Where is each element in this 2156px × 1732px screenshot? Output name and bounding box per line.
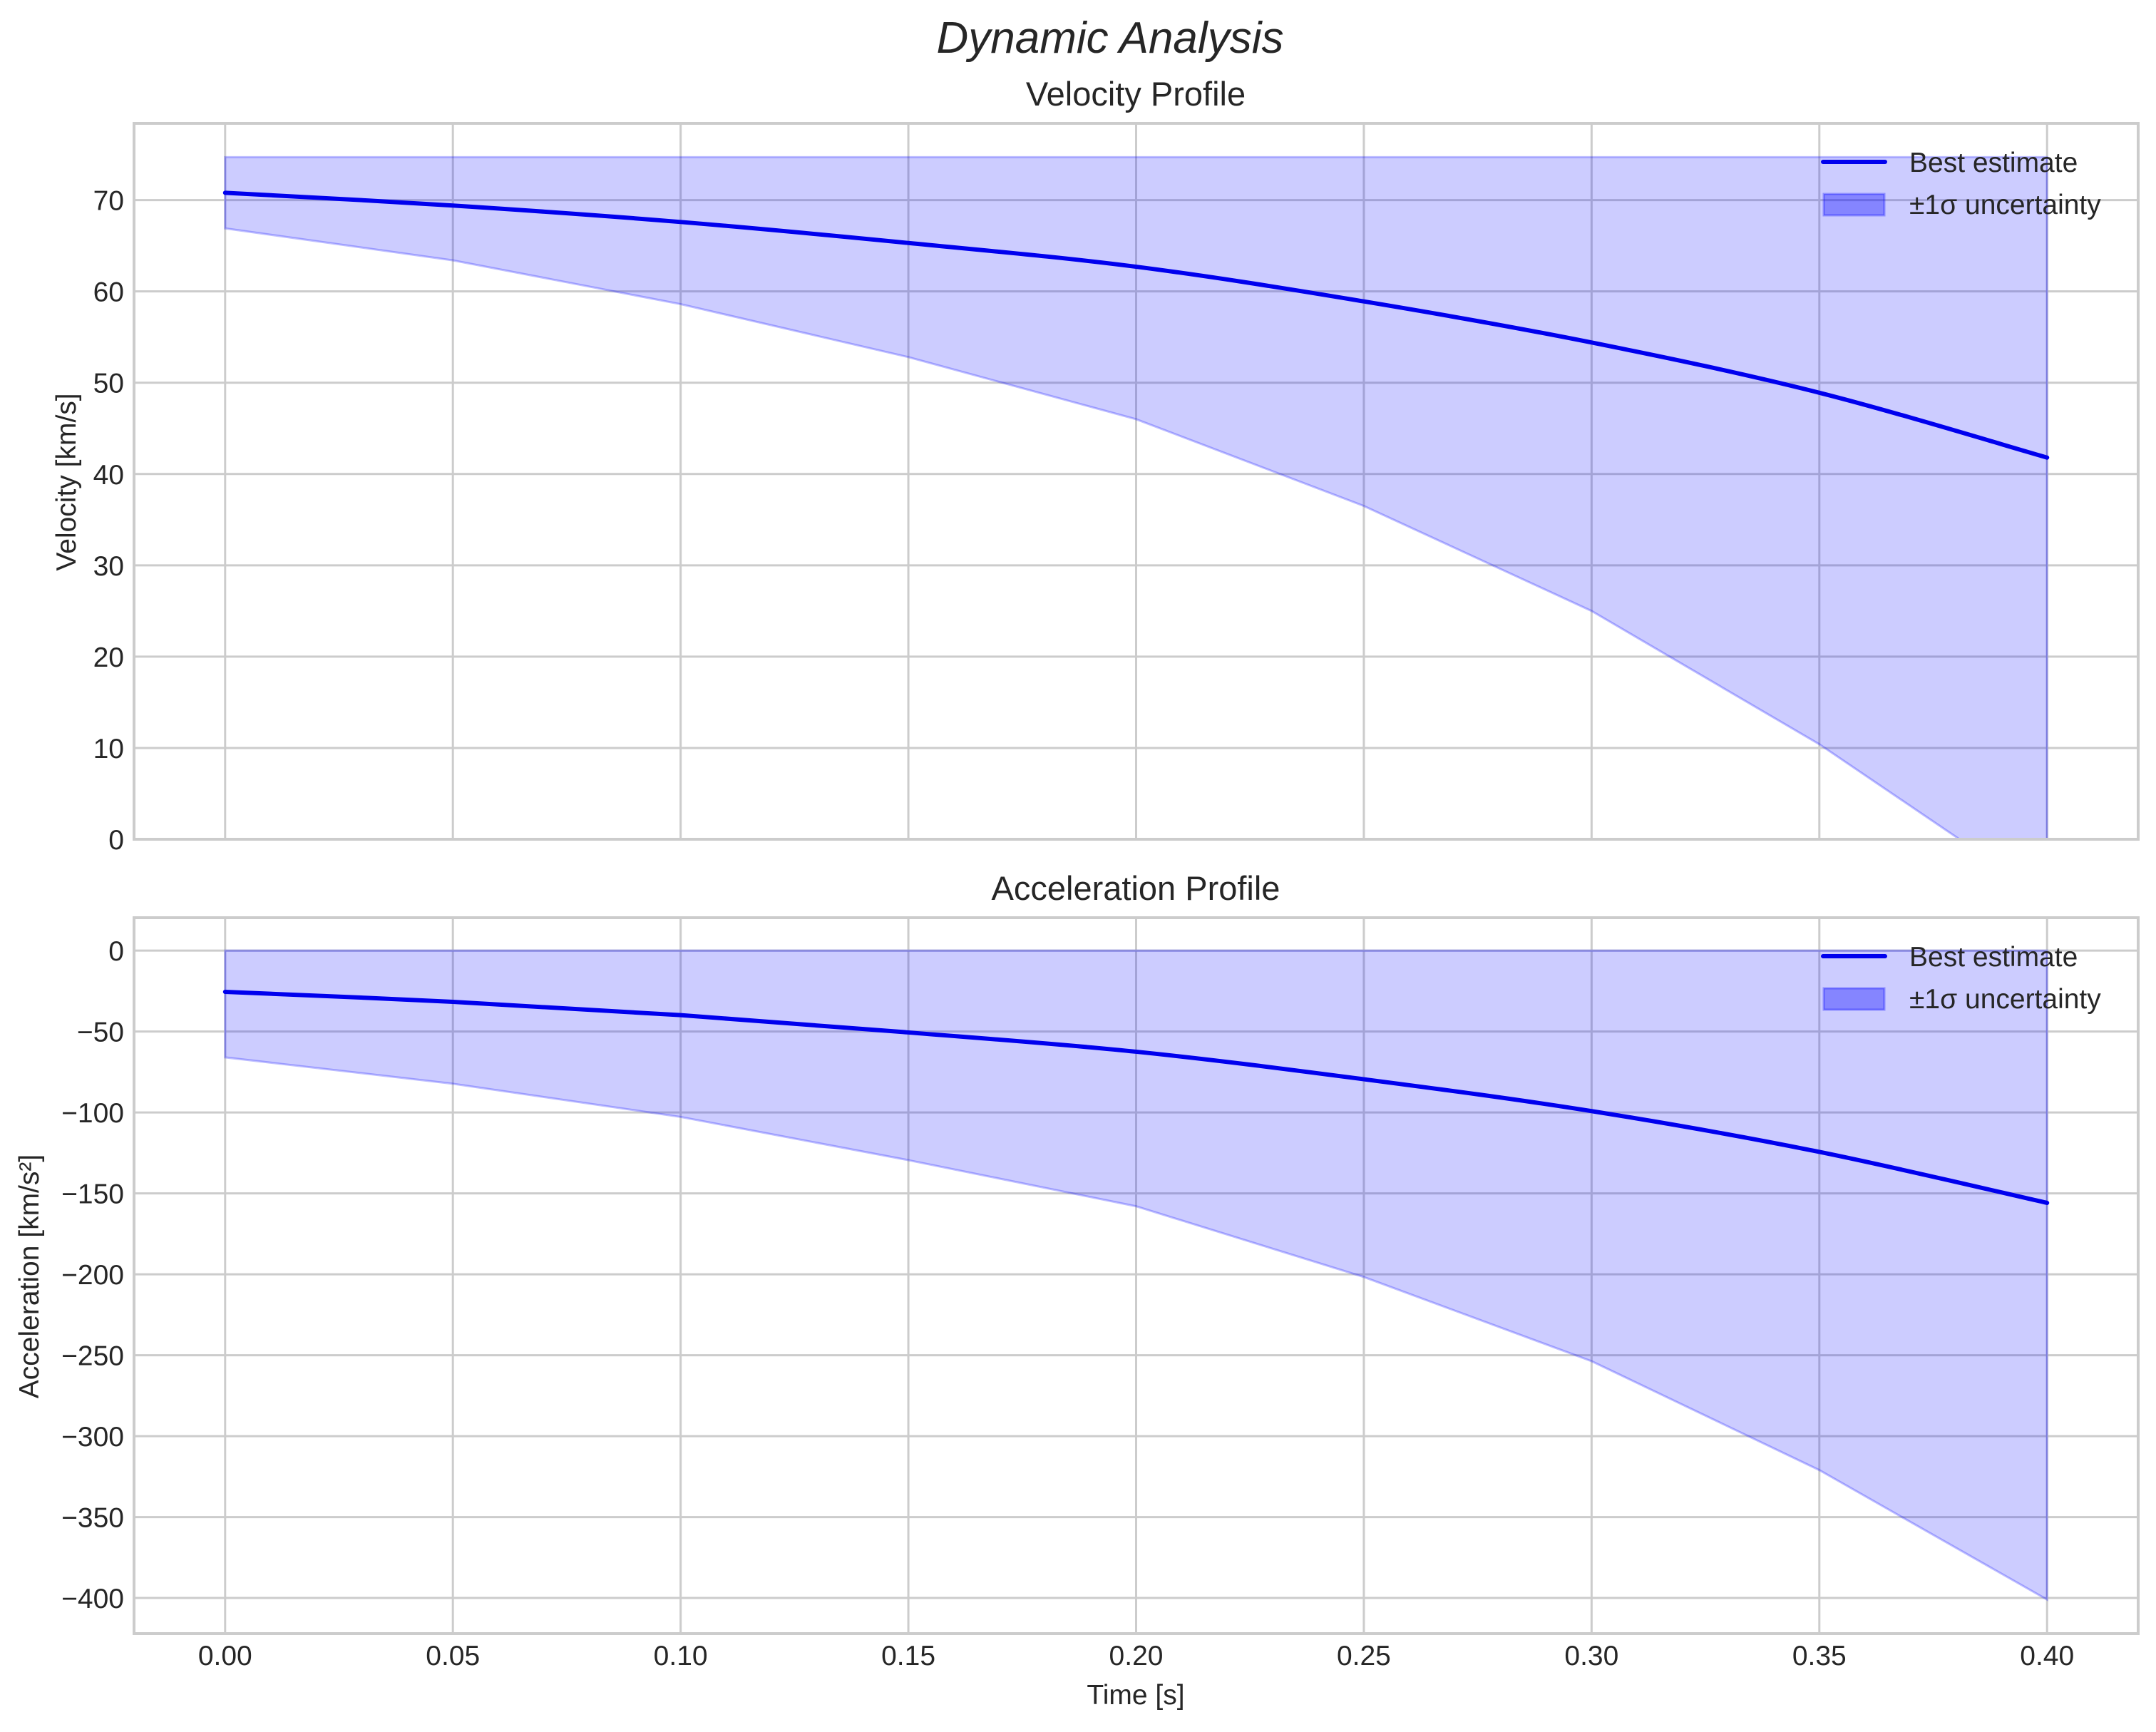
acceleration-title: Acceleration Profile (992, 869, 1280, 907)
y-tick-label: −350 (61, 1503, 124, 1534)
y-tick-label: 10 (93, 734, 124, 764)
legend-label-uncertainty: ±1σ uncertainty (1909, 984, 2101, 1015)
acceleration-x-tick-labels: 0.00 0.05 0.10 0.15 0.20 0.25 0.30 0.35 0.40 (198, 1641, 2074, 1671)
best-estimate-curve (222, 989, 2050, 1205)
velocity-title: Velocity Profile (1026, 75, 1246, 113)
velocity-axes: Velocity Profile 0 10 20 30 40 50 60 70 Velocit… (51, 75, 2140, 856)
y-tick-label: −200 (61, 1260, 124, 1291)
legend-label-best-estimate: Best estimate (1909, 942, 2078, 973)
legend-label-uncertainty: ±1σ uncertainty (1909, 190, 2101, 220)
velocity-uncertainty-band (224, 155, 2048, 839)
velocity-y-tick-labels: 0 10 20 30 40 50 60 70 (93, 186, 124, 856)
acceleration-y-axis-label: Acceleration [km/s²] (14, 1154, 45, 1398)
velocity-best-estimate-line (222, 190, 2050, 460)
acceleration-y-tick-labels: 0 −50 −100 −150 −200 −250 −300 −350 −400 (61, 936, 124, 1614)
x-axis-label: Time [s] (1087, 1680, 1184, 1711)
x-tick-label: 0.05 (426, 1641, 480, 1671)
axes-frame (133, 916, 2140, 1635)
acceleration-grid (134, 918, 2138, 1634)
y-tick-label: −400 (61, 1584, 124, 1614)
x-tick-label: 0.20 (1109, 1641, 1164, 1671)
x-tick-label: 0.00 (198, 1641, 252, 1671)
velocity-legend: Best estimate ±1σ uncertainty (1821, 148, 2101, 220)
x-tick-label: 0.15 (881, 1641, 935, 1671)
y-tick-label: 0 (108, 825, 124, 856)
acceleration-axes: Acceleration Profile 0 −50 −100 −150 −200 −25… (14, 869, 2140, 1711)
velocity-y-axis-label: Velocity [km/s] (51, 393, 82, 570)
y-tick-label: 0 (108, 936, 124, 967)
x-tick-label: 0.30 (1564, 1641, 1618, 1671)
y-tick-label: 70 (93, 186, 124, 217)
y-tick-label: −150 (61, 1179, 124, 1210)
y-tick-label: 60 (93, 277, 124, 308)
acceleration-best-estimate-line (222, 989, 2050, 1205)
y-tick-label: −50 (77, 1018, 124, 1048)
legend-band-swatch (1822, 193, 1886, 217)
acceleration-spines (133, 916, 2140, 1635)
acceleration-legend: Best estimate ±1σ uncertainty (1821, 942, 2101, 1015)
legend-label-best-estimate: Best estimate (1909, 148, 2078, 178)
y-tick-label: 30 (93, 551, 124, 582)
best-estimate-curve (222, 190, 2050, 460)
x-tick-label: 0.35 (1792, 1641, 1847, 1671)
y-tick-label: 50 (93, 369, 124, 399)
y-tick-label: −250 (61, 1341, 124, 1372)
y-tick-label: 40 (93, 460, 124, 491)
y-tick-label: −100 (61, 1098, 124, 1129)
figure-title: Dynamic Analysis (937, 14, 1284, 63)
legend-band-swatch (1822, 987, 1886, 1011)
velocity-spines (133, 122, 2140, 841)
x-tick-label: 0.10 (654, 1641, 708, 1671)
x-tick-label: 0.25 (1337, 1641, 1391, 1671)
x-tick-label: 0.40 (2020, 1641, 2074, 1671)
axes-frame (133, 122, 2140, 841)
y-tick-label: −300 (61, 1422, 124, 1452)
uncertainty-band-area (224, 155, 2048, 839)
y-tick-label: 20 (93, 642, 124, 673)
